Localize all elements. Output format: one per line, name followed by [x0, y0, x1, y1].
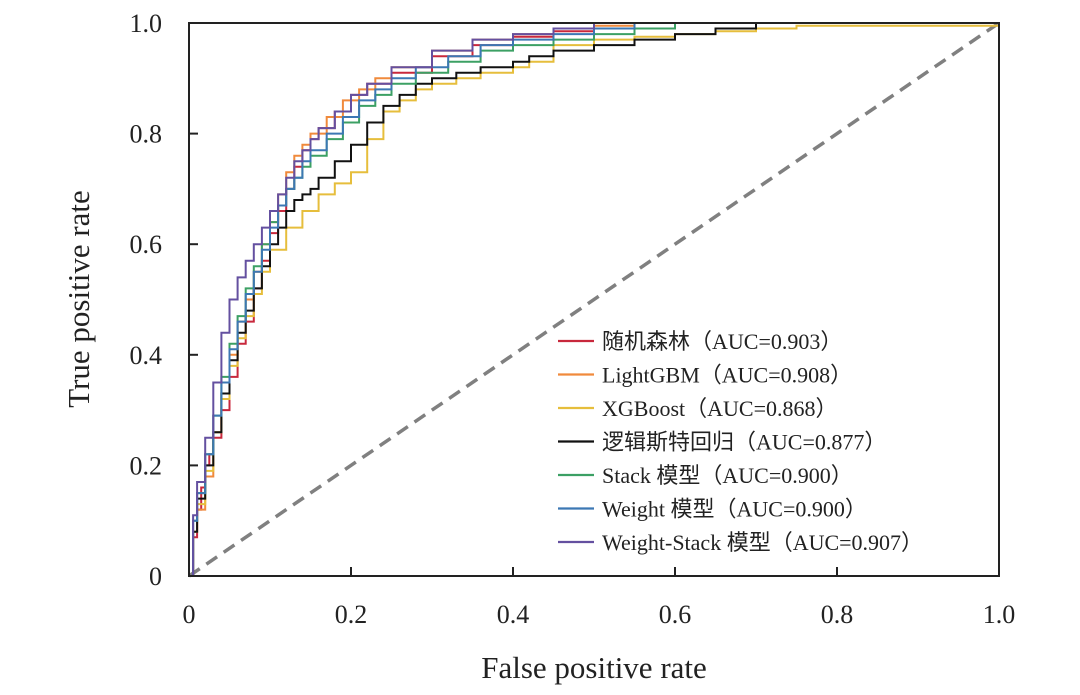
reference-diagonal-line: [188, 21, 1000, 578]
series-line-7: [189, 22, 999, 577]
x-tick-label: 0.8: [821, 600, 854, 629]
legend-label-3: XGBoost（AUC=0.868）: [602, 396, 837, 421]
axes-group: [188, 22, 1000, 577]
legend: 随机森林（AUC=0.903） LightGBM（AUC=0.908） XGBoos…: [558, 329, 923, 555]
x-tick-label: 0: [183, 600, 196, 629]
x-axis-title: False positive rate: [481, 650, 707, 685]
y-tick-label: 1.0: [130, 9, 163, 38]
series-line-6: [189, 22, 999, 577]
plot-area: [188, 21, 1000, 578]
legend-label-2: LightGBM（AUC=0.908）: [602, 363, 852, 388]
legend-label-6: Weight 模型（AUC=0.900）: [602, 497, 867, 522]
legend-label-4: 逻辑斯特回归（AUC=0.877）: [602, 430, 886, 455]
y-axis-title: True positive rate: [61, 190, 96, 408]
x-tick-label: 0.6: [659, 600, 692, 629]
y-tick-label: 0: [149, 562, 162, 591]
x-tick-label: 1.0: [983, 600, 1016, 629]
plot-frame: [188, 22, 1000, 577]
legend-label-7: Weight-Stack 模型（AUC=0.907）: [602, 530, 923, 555]
legend-label-1: 随机森林（AUC=0.903）: [602, 329, 842, 354]
y-tick-label: 0.8: [130, 120, 163, 149]
legend-label-5: Stack 模型（AUC=0.900）: [602, 463, 853, 488]
series-group: [189, 22, 1000, 577]
y-tick-label: 0.6: [130, 230, 163, 259]
y-tick-label: 0.4: [130, 341, 163, 370]
y-tick-label: 0.2: [130, 451, 163, 480]
x-tick-label: 0.2: [335, 600, 368, 629]
x-tick-label: 0.4: [497, 600, 530, 629]
ticks-group: 0 0.2 0.4 0.6 0.8 1.0 0 0.2 0.4 0.6 0.8 1.0: [130, 9, 1016, 629]
